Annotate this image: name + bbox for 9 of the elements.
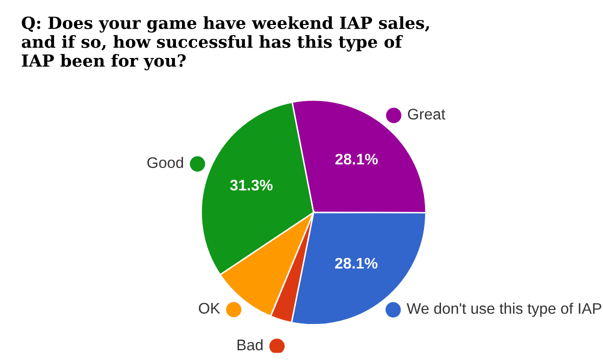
slice-label: We don't use this type of IAP: [406, 302, 602, 317]
data-label: 28.1%: [335, 154, 378, 165]
legend-label: OK: [198, 302, 220, 314]
slice-label: Great: [408, 108, 446, 120]
data-label: 31.3%: [230, 180, 273, 191]
chart-title: Q: Does your game have weekend IAP sales, and if so, how successful has this type of IAP been for you?: [22, 16, 429, 70]
data-label: 28.1%: [335, 258, 378, 269]
legend-label: Good: [147, 156, 184, 168]
legend-label: Bad: [238, 339, 263, 350]
